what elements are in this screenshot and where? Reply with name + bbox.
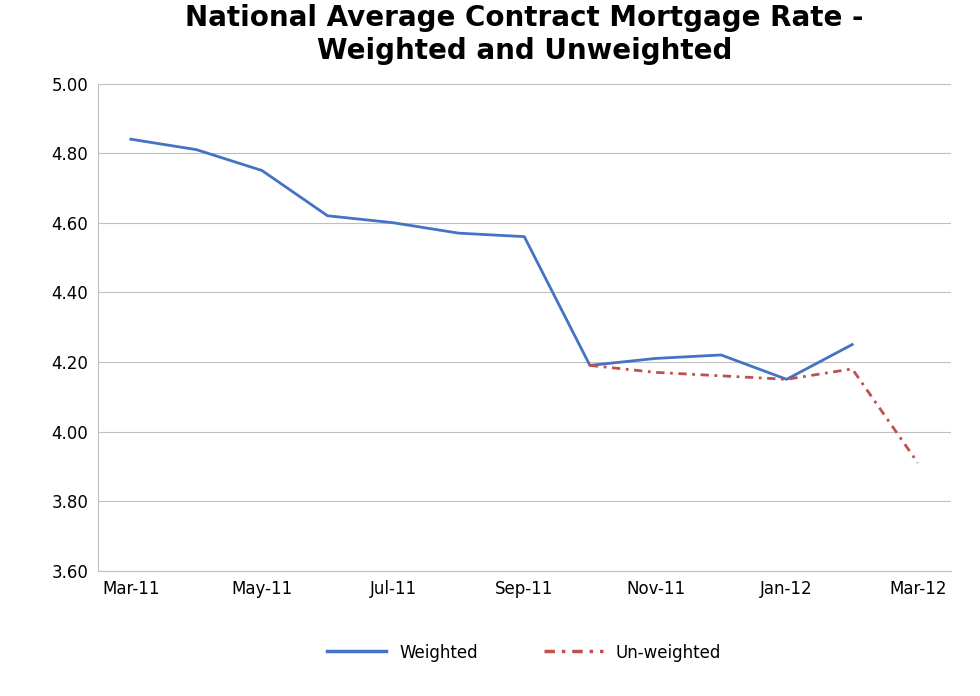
Un-weighted [584, 361, 596, 370]
Un-weighted [912, 459, 924, 467]
Un-weighted [781, 375, 793, 383]
Weighted [190, 145, 202, 154]
Line: Un-weighted: Un-weighted [590, 365, 918, 463]
Weighted [584, 361, 596, 370]
Line: Weighted: Weighted [130, 139, 853, 379]
Weighted [124, 135, 136, 143]
Weighted [453, 229, 465, 237]
Weighted [650, 354, 662, 363]
Weighted [847, 340, 858, 349]
Weighted [518, 232, 530, 241]
Un-weighted [847, 365, 858, 373]
Title: National Average Contract Mortgage Rate -
Weighted and Unweighted: National Average Contract Mortgage Rate … [185, 4, 863, 65]
Weighted [387, 219, 399, 227]
Un-weighted [650, 368, 662, 377]
Weighted [715, 351, 727, 359]
Weighted [256, 166, 268, 175]
Legend: Weighted, Un-weighted: Weighted, Un-weighted [320, 638, 728, 669]
Weighted [781, 375, 793, 383]
Weighted [321, 212, 333, 220]
Un-weighted [715, 372, 727, 380]
